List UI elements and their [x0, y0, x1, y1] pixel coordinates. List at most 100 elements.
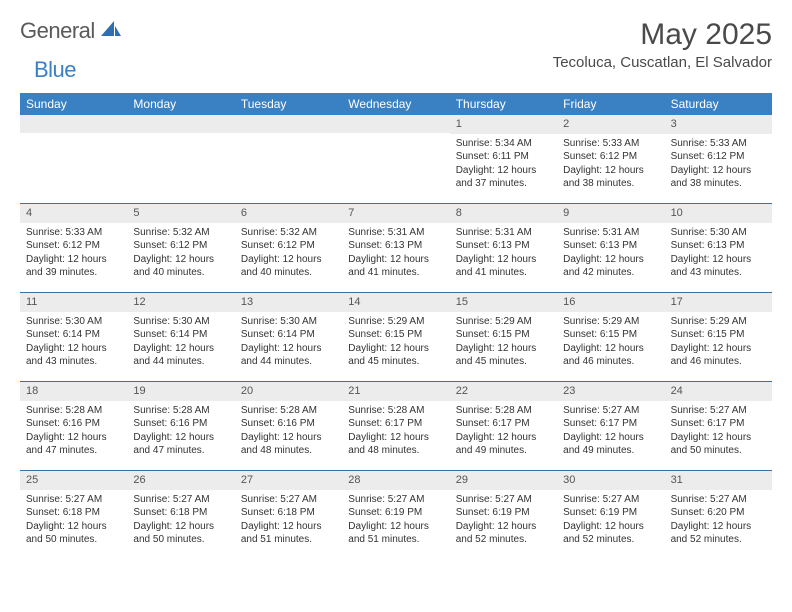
sunset-text: Sunset: 6:18 PM: [133, 506, 228, 520]
day-header-cell: Sunday: [20, 93, 127, 115]
calendar: SundayMondayTuesdayWednesdayThursdayFrid…: [20, 93, 772, 559]
day-body: Sunrise: 5:33 AMSunset: 6:12 PMDaylight:…: [665, 134, 772, 197]
sunset-text: Sunset: 6:14 PM: [241, 328, 336, 342]
day-body: Sunrise: 5:27 AMSunset: 6:20 PMDaylight:…: [665, 490, 772, 553]
week-row: 18Sunrise: 5:28 AMSunset: 6:16 PMDayligh…: [20, 381, 772, 470]
sunset-text: Sunset: 6:17 PM: [563, 417, 658, 431]
day-number: [127, 115, 234, 133]
day-body: Sunrise: 5:31 AMSunset: 6:13 PMDaylight:…: [557, 223, 664, 286]
day-cell: [342, 115, 449, 203]
sunrise-text: Sunrise: 5:27 AM: [26, 493, 121, 507]
sunset-text: Sunset: 6:12 PM: [26, 239, 121, 253]
daylight-text: and 41 minutes.: [456, 266, 551, 280]
day-cell: 8Sunrise: 5:31 AMSunset: 6:13 PMDaylight…: [450, 204, 557, 292]
daylight-text: and 48 minutes.: [348, 444, 443, 458]
day-number: 15: [450, 293, 557, 312]
day-number: 6: [235, 204, 342, 223]
day-cell: 17Sunrise: 5:29 AMSunset: 6:15 PMDayligh…: [665, 293, 772, 381]
daylight-text: Daylight: 12 hours: [456, 342, 551, 356]
sunrise-text: Sunrise: 5:33 AM: [26, 226, 121, 240]
day-body: Sunrise: 5:27 AMSunset: 6:18 PMDaylight:…: [20, 490, 127, 553]
sunrise-text: Sunrise: 5:28 AM: [348, 404, 443, 418]
sunset-text: Sunset: 6:12 PM: [133, 239, 228, 253]
daylight-text: Daylight: 12 hours: [671, 520, 766, 534]
sunset-text: Sunset: 6:16 PM: [133, 417, 228, 431]
sunset-text: Sunset: 6:19 PM: [456, 506, 551, 520]
sunrise-text: Sunrise: 5:27 AM: [133, 493, 228, 507]
day-body: Sunrise: 5:32 AMSunset: 6:12 PMDaylight:…: [127, 223, 234, 286]
day-body: Sunrise: 5:29 AMSunset: 6:15 PMDaylight:…: [665, 312, 772, 375]
day-body: Sunrise: 5:29 AMSunset: 6:15 PMDaylight:…: [557, 312, 664, 375]
daylight-text: and 45 minutes.: [456, 355, 551, 369]
daylight-text: Daylight: 12 hours: [671, 253, 766, 267]
logo-text-gray: General: [20, 18, 95, 44]
sunset-text: Sunset: 6:15 PM: [563, 328, 658, 342]
day-number: 19: [127, 382, 234, 401]
sunset-text: Sunset: 6:14 PM: [133, 328, 228, 342]
day-header-cell: Tuesday: [235, 93, 342, 115]
day-number: 25: [20, 471, 127, 490]
day-body: Sunrise: 5:27 AMSunset: 6:19 PMDaylight:…: [342, 490, 449, 553]
sunset-text: Sunset: 6:20 PM: [671, 506, 766, 520]
day-body: Sunrise: 5:32 AMSunset: 6:12 PMDaylight:…: [235, 223, 342, 286]
daylight-text: and 50 minutes.: [671, 444, 766, 458]
daylight-text: Daylight: 12 hours: [348, 431, 443, 445]
day-cell: 23Sunrise: 5:27 AMSunset: 6:17 PMDayligh…: [557, 382, 664, 470]
daylight-text: and 48 minutes.: [241, 444, 336, 458]
day-number: 27: [235, 471, 342, 490]
day-body: Sunrise: 5:29 AMSunset: 6:15 PMDaylight:…: [342, 312, 449, 375]
day-number: 3: [665, 115, 772, 134]
daylight-text: and 44 minutes.: [133, 355, 228, 369]
sunrise-text: Sunrise: 5:27 AM: [456, 493, 551, 507]
day-number: 12: [127, 293, 234, 312]
sunset-text: Sunset: 6:12 PM: [241, 239, 336, 253]
day-cell: 12Sunrise: 5:30 AMSunset: 6:14 PMDayligh…: [127, 293, 234, 381]
daylight-text: and 44 minutes.: [241, 355, 336, 369]
daylight-text: and 50 minutes.: [26, 533, 121, 547]
day-number: 2: [557, 115, 664, 134]
day-body: [20, 133, 127, 142]
daylight-text: Daylight: 12 hours: [133, 520, 228, 534]
sunrise-text: Sunrise: 5:28 AM: [26, 404, 121, 418]
day-cell: 16Sunrise: 5:29 AMSunset: 6:15 PMDayligh…: [557, 293, 664, 381]
sunset-text: Sunset: 6:16 PM: [241, 417, 336, 431]
day-header-cell: Friday: [557, 93, 664, 115]
day-number: 11: [20, 293, 127, 312]
daylight-text: and 40 minutes.: [133, 266, 228, 280]
sunset-text: Sunset: 6:18 PM: [26, 506, 121, 520]
sunrise-text: Sunrise: 5:32 AM: [241, 226, 336, 240]
day-number: 21: [342, 382, 449, 401]
sunset-text: Sunset: 6:17 PM: [671, 417, 766, 431]
week-row: 11Sunrise: 5:30 AMSunset: 6:14 PMDayligh…: [20, 292, 772, 381]
sunset-text: Sunset: 6:13 PM: [563, 239, 658, 253]
sunset-text: Sunset: 6:11 PM: [456, 150, 551, 164]
day-cell: 7Sunrise: 5:31 AMSunset: 6:13 PMDaylight…: [342, 204, 449, 292]
daylight-text: and 52 minutes.: [671, 533, 766, 547]
daylight-text: Daylight: 12 hours: [456, 253, 551, 267]
day-cell: 2Sunrise: 5:33 AMSunset: 6:12 PMDaylight…: [557, 115, 664, 203]
daylight-text: and 49 minutes.: [563, 444, 658, 458]
daylight-text: Daylight: 12 hours: [456, 164, 551, 178]
day-cell: 26Sunrise: 5:27 AMSunset: 6:18 PMDayligh…: [127, 471, 234, 559]
sunrise-text: Sunrise: 5:29 AM: [563, 315, 658, 329]
day-body: Sunrise: 5:28 AMSunset: 6:16 PMDaylight:…: [20, 401, 127, 464]
sunrise-text: Sunrise: 5:29 AM: [671, 315, 766, 329]
sunset-text: Sunset: 6:12 PM: [563, 150, 658, 164]
day-number: 31: [665, 471, 772, 490]
day-body: Sunrise: 5:31 AMSunset: 6:13 PMDaylight:…: [342, 223, 449, 286]
daylight-text: and 50 minutes.: [133, 533, 228, 547]
day-body: Sunrise: 5:27 AMSunset: 6:18 PMDaylight:…: [235, 490, 342, 553]
daylight-text: and 42 minutes.: [563, 266, 658, 280]
day-body: Sunrise: 5:28 AMSunset: 6:16 PMDaylight:…: [127, 401, 234, 464]
sunrise-text: Sunrise: 5:31 AM: [456, 226, 551, 240]
daylight-text: and 46 minutes.: [563, 355, 658, 369]
day-cell: 21Sunrise: 5:28 AMSunset: 6:17 PMDayligh…: [342, 382, 449, 470]
daylight-text: Daylight: 12 hours: [456, 520, 551, 534]
daylight-text: and 43 minutes.: [671, 266, 766, 280]
sunset-text: Sunset: 6:17 PM: [456, 417, 551, 431]
sunrise-text: Sunrise: 5:27 AM: [348, 493, 443, 507]
day-cell: 10Sunrise: 5:30 AMSunset: 6:13 PMDayligh…: [665, 204, 772, 292]
day-number: 13: [235, 293, 342, 312]
day-header-cell: Thursday: [450, 93, 557, 115]
sunrise-text: Sunrise: 5:27 AM: [671, 404, 766, 418]
